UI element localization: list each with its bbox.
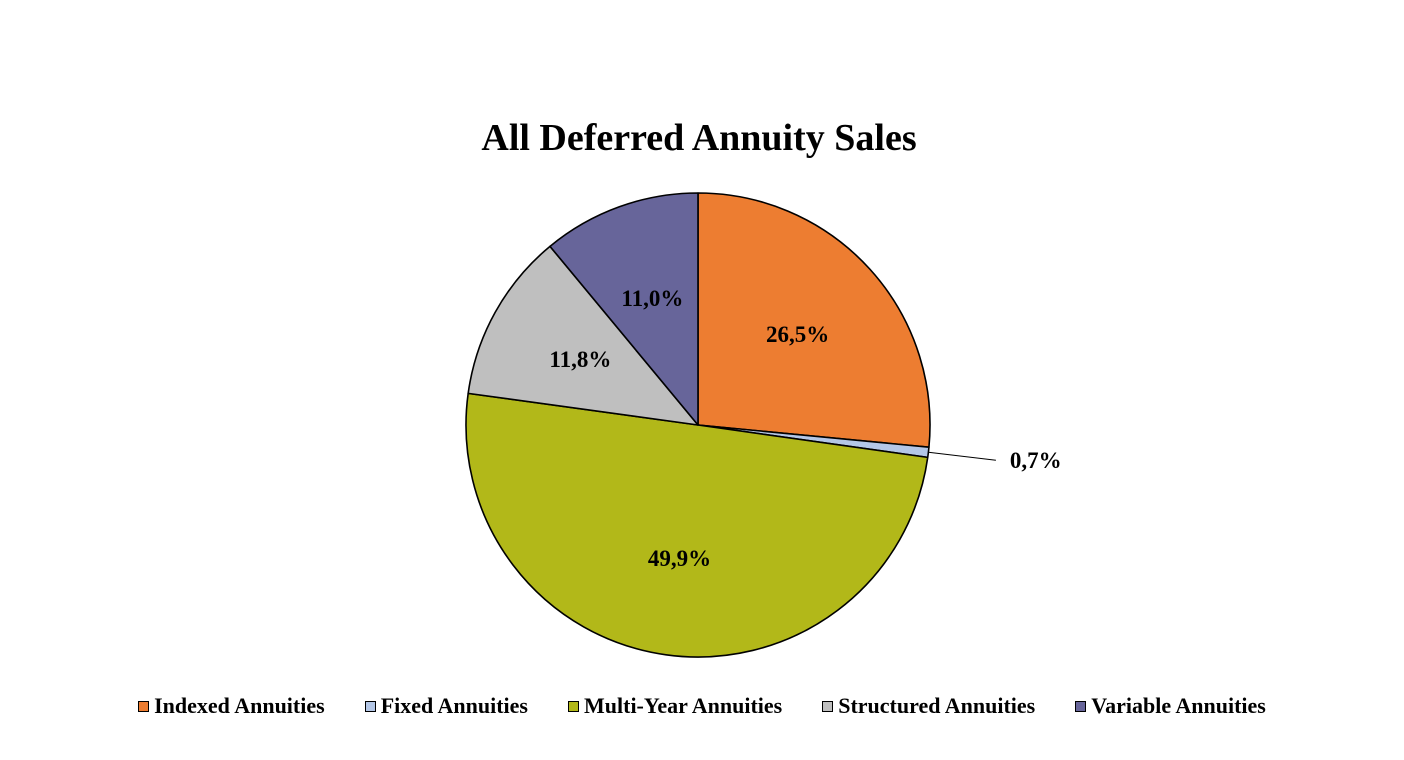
data-label-structured-annuities: 11,8% bbox=[549, 347, 611, 372]
leader-lines bbox=[928, 451, 996, 461]
legend-swatch-indexed-annuities bbox=[138, 700, 150, 712]
pie-slices bbox=[465, 192, 931, 658]
legend-label: Indexed Annuities bbox=[154, 693, 325, 718]
legend-swatch-fixed-annuities bbox=[364, 700, 376, 712]
data-label-fixed-annuities: 0,7% bbox=[1010, 448, 1062, 473]
legend-swatch-variable-annuities bbox=[1075, 700, 1087, 712]
data-label-variable-annuities: 11,0% bbox=[621, 286, 683, 311]
data-labels: 26,5% 0,7% 49,9% 11,8% 11,0% bbox=[549, 286, 1061, 571]
legend-item-fixed-annuities: Fixed Annuities bbox=[364, 693, 528, 719]
legend-swatch-structured-annuities bbox=[822, 700, 834, 712]
legend-item-indexed-annuities: Indexed Annuities bbox=[138, 693, 325, 719]
legend-label: Multi-Year Annuities bbox=[584, 693, 783, 718]
pie-slice-variable-annuities bbox=[549, 192, 699, 426]
legend-label: Fixed Annuities bbox=[380, 693, 528, 718]
pie-slice-indexed-annuities bbox=[697, 192, 931, 449]
leader-line-fixed-annuities bbox=[928, 451, 996, 461]
legend-item-variable-annuities: Variable Annuities bbox=[1075, 693, 1266, 719]
legend-item-multi-year-annuities: Multi-Year Annuities bbox=[568, 693, 782, 719]
legend-label: Structured Annuities bbox=[838, 693, 1036, 718]
chart-title: All Deferred Annuity Sales bbox=[481, 117, 917, 159]
legend: Indexed Annuities Fixed Annuities Multi-Ye… bbox=[0, 690, 1404, 722]
legend-item-structured-annuities: Structured Annuities bbox=[822, 693, 1035, 719]
pie-slice-multi-year-annuities bbox=[465, 392, 929, 658]
legend-label: Variable Annuities bbox=[1091, 693, 1266, 718]
data-label-multi-year-annuities: 49,9% bbox=[648, 546, 711, 571]
legend-swatch-multi-year-annuities bbox=[568, 700, 579, 712]
pie-slice-structured-annuities bbox=[467, 245, 699, 426]
data-label-indexed-annuities: 26,5% bbox=[766, 322, 829, 347]
